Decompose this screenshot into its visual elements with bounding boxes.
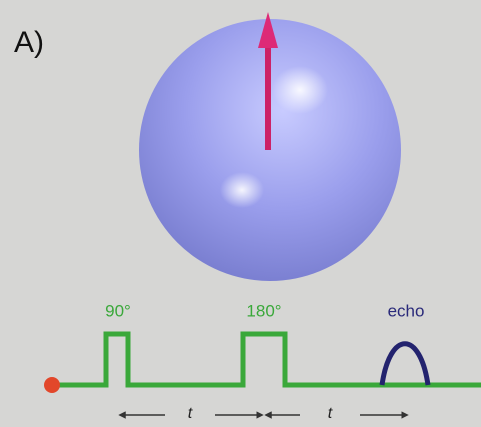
diagram: A) 90° 180° echo t t	[0, 0, 481, 427]
highlight	[272, 66, 328, 114]
interval-label: t	[188, 405, 193, 422]
echo-label: echo	[388, 301, 425, 320]
panel-label: A)	[14, 26, 44, 59]
pulse-label: 180°	[246, 301, 281, 320]
interval-label: t	[328, 405, 333, 422]
highlight	[220, 172, 264, 208]
pulse-label: 90°	[105, 301, 131, 320]
start-dot	[44, 377, 60, 393]
